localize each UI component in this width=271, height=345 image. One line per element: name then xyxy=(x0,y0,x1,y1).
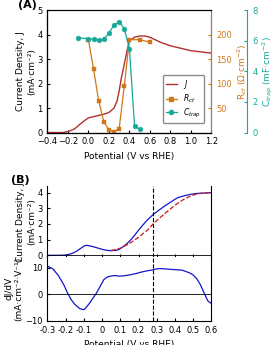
Y-axis label: Current Density, J
(mA·cm⁻²): Current Density, J (mA·cm⁻²) xyxy=(17,32,36,111)
Y-axis label: Current Density, J
(mA·cm⁻²): Current Density, J (mA·cm⁻²) xyxy=(17,182,36,262)
Text: (A): (A) xyxy=(18,0,37,10)
Text: (B): (B) xyxy=(11,175,30,185)
Y-axis label: dJ/dV
(mA·cm⁻²·V⁻¹): dJ/dV (mA·cm⁻²·V⁻¹) xyxy=(4,257,24,321)
Legend: $J$, $R_{ct}$, $C_{trap}$: $J$, $R_{ct}$, $C_{trap}$ xyxy=(163,75,204,122)
Y-axis label: C$_{trap}$ (mF·cm$^{-2}$): C$_{trap}$ (mF·cm$^{-2}$) xyxy=(260,36,271,107)
X-axis label: Potential (V vs RHE): Potential (V vs RHE) xyxy=(84,152,175,161)
Y-axis label: R$_{ct}$ (Ω·cm$^{-2}$): R$_{ct}$ (Ω·cm$^{-2}$) xyxy=(235,43,249,100)
X-axis label: Potential (V vs RHE): Potential (V vs RHE) xyxy=(84,340,175,345)
